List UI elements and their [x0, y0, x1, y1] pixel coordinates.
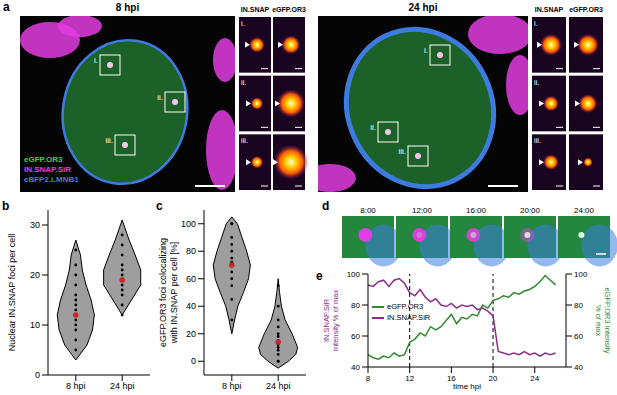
svg-text:a: a: [3, 0, 10, 14]
svg-text:iii.: iii.: [534, 136, 541, 145]
svg-text:Nuclear IN.SNAP foci per cell: Nuclear IN.SNAP foci per cell: [7, 234, 17, 351]
svg-text:20: 20: [30, 270, 40, 280]
svg-text:100: 100: [181, 219, 196, 229]
svg-text:eGFP.OR3 foci colocalizingwith: eGFP.OR3 foci colocalizingwith IN.SNAP p…: [158, 238, 179, 347]
svg-text:24 hpi: 24 hpi: [266, 381, 291, 391]
svg-text:10: 10: [30, 320, 40, 330]
svg-text:24 hpi: 24 hpi: [110, 381, 135, 391]
svg-text:80: 80: [351, 301, 360, 310]
svg-text:i.: i.: [424, 46, 428, 55]
svg-text:i.: i.: [94, 56, 98, 65]
html-text:eGFP.OR3: eGFP.OR3: [387, 302, 424, 311]
svg-text:eGFP.OR3: eGFP.OR3: [272, 6, 306, 13]
svg-text:eGFP.OR3 Intensity% of max: eGFP.OR3 Intensity% of max: [594, 287, 612, 353]
svg-text:eGFP.OR3: eGFP.OR3: [569, 6, 603, 13]
svg-text:8:00: 8:00: [360, 206, 376, 215]
svg-text:24 hpi: 24 hpi: [409, 2, 438, 13]
svg-text:time hpi: time hpi: [453, 382, 481, 391]
svg-text:IN.SNAP.SiR: IN.SNAP.SiR: [24, 165, 71, 174]
svg-text:20: 20: [186, 329, 196, 339]
svg-text:16:00: 16:00: [466, 206, 487, 215]
svg-text:0: 0: [35, 370, 40, 380]
svg-text:c: c: [156, 199, 163, 213]
svg-text:ii.: ii.: [370, 123, 376, 132]
svg-text:d: d: [322, 199, 329, 213]
svg-text:60: 60: [186, 274, 196, 284]
svg-text:20: 20: [489, 374, 498, 383]
svg-text:100: 100: [574, 270, 588, 279]
svg-text:80: 80: [574, 301, 583, 310]
svg-text:12:00: 12:00: [412, 206, 433, 215]
svg-text:100: 100: [347, 270, 361, 279]
svg-text:eGFP.OR3: eGFP.OR3: [24, 155, 63, 164]
svg-text:IN.SNAP: IN.SNAP: [535, 6, 564, 13]
svg-text:8: 8: [366, 374, 371, 383]
svg-text:8 hpi: 8 hpi: [222, 381, 242, 391]
svg-text:60: 60: [574, 332, 583, 341]
svg-text:b: b: [2, 199, 9, 213]
svg-text:ii.: ii.: [241, 78, 246, 87]
svg-text:ii.: ii.: [534, 78, 539, 87]
svg-text:24: 24: [530, 374, 539, 383]
svg-text:40: 40: [351, 363, 360, 372]
svg-text:iii.: iii.: [105, 136, 113, 145]
svg-text:IN.SNAP: IN.SNAP: [241, 6, 270, 13]
svg-text:e: e: [316, 269, 323, 283]
svg-text:16: 16: [446, 373, 456, 383]
svg-text:12: 12: [405, 374, 414, 383]
html-text:IN.SNAP.SiR: IN.SNAP.SiR: [387, 313, 431, 322]
svg-text:8 hpi: 8 hpi: [116, 2, 140, 13]
svg-text:80: 80: [186, 246, 196, 256]
svg-text:30: 30: [30, 220, 40, 230]
svg-text:20:00: 20:00: [520, 206, 541, 215]
svg-text:0: 0: [191, 356, 196, 366]
svg-text:ii.: ii.: [157, 93, 163, 102]
svg-text:i.: i.: [241, 19, 245, 28]
svg-text:24:00: 24:00: [574, 206, 595, 215]
svg-text:40: 40: [574, 363, 583, 372]
svg-text:iii.: iii.: [398, 147, 406, 156]
svg-text:IN.SNAP.SiRIntensity % of max: IN.SNAP.SiRIntensity % of max: [322, 290, 340, 352]
svg-text:60: 60: [351, 332, 360, 341]
svg-text:eBFP2.LMNB1: eBFP2.LMNB1: [24, 175, 79, 184]
svg-text:i.: i.: [534, 19, 538, 28]
svg-text:iii.: iii.: [241, 136, 248, 145]
svg-text:8 hpi: 8 hpi: [66, 381, 86, 391]
svg-text:40: 40: [186, 301, 196, 311]
